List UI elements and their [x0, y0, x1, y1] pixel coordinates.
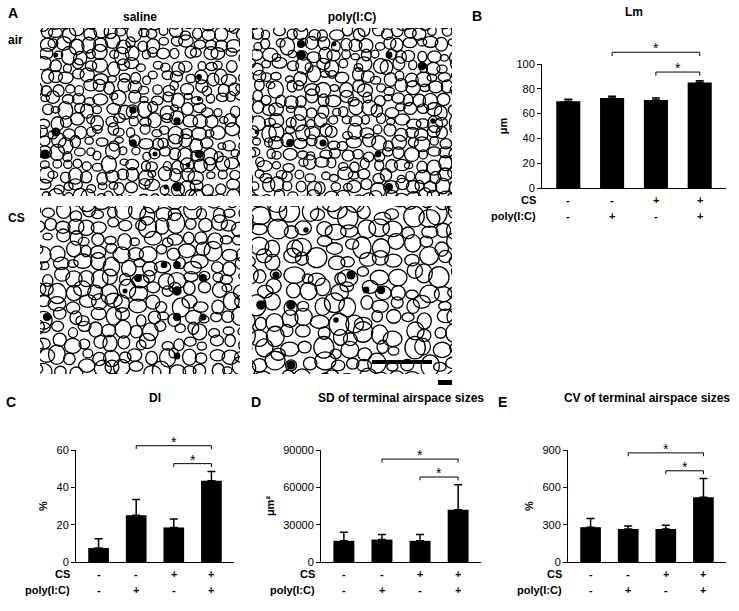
svg-text:+: +	[417, 568, 423, 580]
svg-text:*: *	[171, 434, 177, 450]
svg-text:-: -	[97, 584, 101, 596]
svg-text:air: air	[8, 33, 23, 47]
svg-text:40: 40	[57, 481, 69, 493]
svg-text:90000: 90000	[283, 444, 314, 456]
svg-text:-: -	[134, 568, 138, 580]
svg-text:20: 20	[57, 519, 69, 531]
svg-text:+: +	[455, 584, 461, 596]
svg-text:-: -	[97, 568, 101, 580]
svg-text:-: -	[172, 584, 176, 596]
svg-text:+: +	[697, 210, 703, 222]
svg-text:0: 0	[529, 182, 535, 194]
svg-text:+: +	[208, 568, 214, 580]
svg-text:+: +	[379, 584, 385, 596]
svg-text:+: +	[208, 584, 214, 596]
svg-text:*: *	[653, 40, 659, 56]
svg-text:poly(I:C): poly(I:C)	[491, 210, 536, 222]
svg-text:+: +	[663, 568, 669, 580]
svg-text:40: 40	[523, 132, 535, 144]
svg-text:saline: saline	[123, 10, 157, 24]
svg-text:D: D	[251, 394, 261, 410]
svg-text:-: -	[654, 210, 658, 222]
svg-text:30000: 30000	[283, 519, 314, 531]
svg-text:-: -	[566, 210, 570, 222]
svg-text:0: 0	[555, 556, 561, 568]
svg-text:60: 60	[523, 107, 535, 119]
svg-text:B: B	[472, 8, 482, 24]
svg-text:*: *	[675, 60, 681, 76]
svg-text:-: -	[610, 194, 614, 206]
svg-text:-: -	[589, 584, 593, 596]
svg-text:60: 60	[57, 444, 69, 456]
svg-text:-: -	[664, 584, 668, 596]
svg-text:DI: DI	[149, 391, 161, 405]
svg-text:900: 900	[542, 444, 560, 456]
svg-text:E: E	[498, 394, 507, 410]
svg-text:%: %	[37, 501, 49, 511]
svg-text:poly(I:C): poly(I:C)	[25, 584, 70, 596]
svg-text:0: 0	[63, 556, 69, 568]
svg-text:*: *	[663, 441, 669, 457]
svg-text:0: 0	[308, 556, 314, 568]
svg-text:*: *	[190, 452, 196, 468]
svg-text:-: -	[342, 568, 346, 580]
svg-text:C: C	[6, 394, 16, 410]
svg-text:-: -	[626, 568, 630, 580]
svg-text:μm: μm	[497, 118, 509, 135]
svg-text:CS: CS	[300, 568, 315, 580]
svg-text:CS: CS	[547, 568, 562, 580]
svg-text:Lm: Lm	[625, 5, 643, 19]
svg-text:20: 20	[523, 157, 535, 169]
svg-text:+: +	[700, 568, 706, 580]
svg-text:+: +	[700, 584, 706, 596]
svg-text:A: A	[8, 5, 18, 21]
svg-text:-: -	[418, 584, 422, 596]
svg-text:-: -	[342, 584, 346, 596]
svg-text:+: +	[653, 194, 659, 206]
svg-text:SD of terminal airspace sizes: SD of terminal airspace sizes	[318, 391, 484, 405]
svg-text:poly(I:C): poly(I:C)	[328, 10, 377, 24]
svg-text:-: -	[566, 194, 570, 206]
svg-text:poly(I:C): poly(I:C)	[517, 584, 562, 596]
svg-text:-: -	[589, 568, 593, 580]
svg-text:+: +	[609, 210, 615, 222]
svg-text:CS: CS	[55, 568, 70, 580]
svg-text:CS: CS	[521, 194, 536, 206]
svg-text:+: +	[133, 584, 139, 596]
svg-text:*: *	[682, 459, 688, 475]
svg-text:-: -	[380, 568, 384, 580]
svg-text:CS: CS	[8, 211, 25, 225]
svg-text:300: 300	[542, 519, 560, 531]
svg-text:*: *	[436, 465, 442, 481]
svg-text:+: +	[455, 568, 461, 580]
svg-text:CV of terminal airspace sizes: CV of terminal airspace sizes	[564, 391, 730, 405]
svg-text:μm²: μm²	[264, 496, 276, 517]
svg-text:100: 100	[516, 58, 534, 70]
svg-text:poly(I:C): poly(I:C)	[270, 584, 315, 596]
svg-text:600: 600	[542, 481, 560, 493]
svg-text:+: +	[625, 584, 631, 596]
svg-text:+: +	[697, 194, 703, 206]
svg-text:80: 80	[523, 83, 535, 95]
svg-text:*: *	[417, 447, 423, 463]
svg-text:+: +	[171, 568, 177, 580]
svg-text:60000: 60000	[283, 481, 314, 493]
svg-text:%: %	[523, 501, 535, 511]
